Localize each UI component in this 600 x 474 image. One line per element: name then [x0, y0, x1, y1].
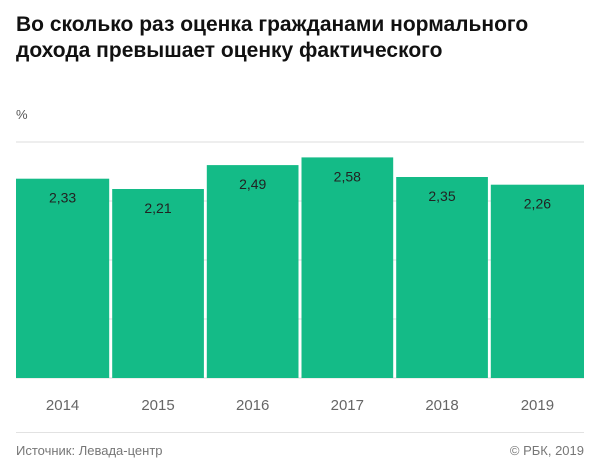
x-tick-2016: 2016 — [236, 397, 269, 414]
chart-title: Во сколько раз оценка гражданами нормаль… — [16, 13, 529, 62]
x-tick-2018: 2018 — [425, 397, 458, 414]
value-label-2014: 2,33 — [49, 190, 76, 206]
bar-chart: 2,332,212,49 2,582,35 2,26 2014 2015 2016 201… — [16, 141, 584, 414]
source-note: Источник: Левада-центр — [16, 443, 163, 458]
bar-2014 — [16, 178, 110, 378]
value-label-layer: 2,33 2,21 2,49 2,58 2,35 2,26 — [49, 168, 551, 216]
value-label-2018: 2,35 — [428, 188, 455, 204]
bar-2016 — [206, 165, 299, 378]
value-label-2019: 2,26 — [524, 196, 551, 212]
value-label-2016: 2,49 — [239, 176, 266, 192]
bar-2019 — [490, 184, 584, 378]
bar-layer — [16, 157, 584, 378]
x-tick-layer: 2014 2015 2016 2017 2018 2019 — [46, 397, 554, 414]
x-tick-2015: 2015 — [141, 397, 174, 414]
bar-2017 — [301, 157, 394, 378]
bar-2015 — [112, 189, 204, 378]
x-tick-2017: 2017 — [331, 397, 364, 414]
bar-2018 — [396, 177, 488, 378]
grid-layer — [16, 141, 584, 379]
value-label-2015: 2,21 — [144, 200, 171, 216]
unit-label: % — [16, 107, 28, 122]
copyright-note: © РБК, 2019 — [509, 443, 584, 458]
x-tick-2014: 2014 — [46, 397, 79, 414]
value-label-2017: 2,58 — [334, 168, 361, 184]
x-tick-2019: 2019 — [521, 397, 554, 414]
footer-divider — [16, 432, 584, 433]
